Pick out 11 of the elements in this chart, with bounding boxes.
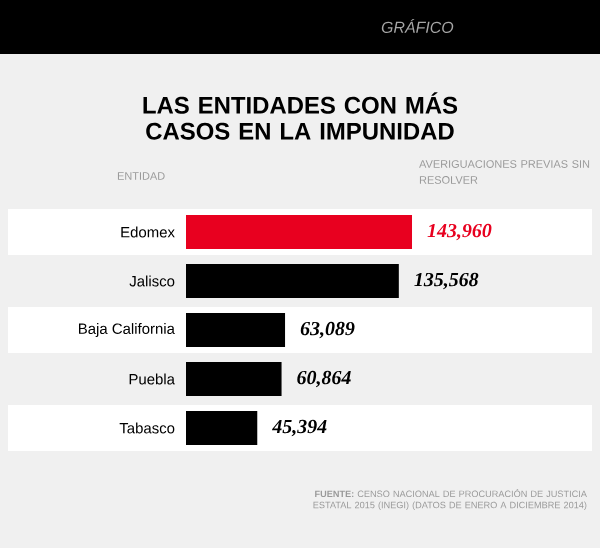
bar [186, 215, 413, 250]
chart-title: LAS ENTIDADES CON MÁS CASOS EN LA IMPUNIDAD [143, 92, 458, 140]
bar [186, 313, 286, 347]
bar [186, 264, 399, 299]
bar [186, 362, 282, 396]
data-label: 143,960 [427, 223, 492, 241]
bar [186, 411, 258, 445]
data-label: 60,864 [297, 370, 351, 388]
data-label: 135,568 [414, 272, 479, 290]
data-label: 45,394 [271, 419, 327, 437]
data-label: 63,089 [300, 321, 355, 339]
